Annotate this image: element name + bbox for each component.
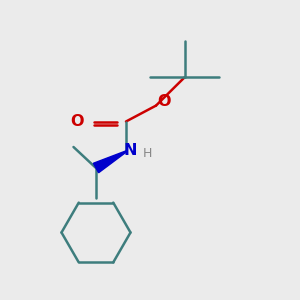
Text: O: O (157, 94, 170, 110)
Text: H: H (142, 147, 152, 160)
Text: O: O (71, 114, 84, 129)
Polygon shape (93, 151, 126, 173)
Text: N: N (124, 143, 137, 158)
